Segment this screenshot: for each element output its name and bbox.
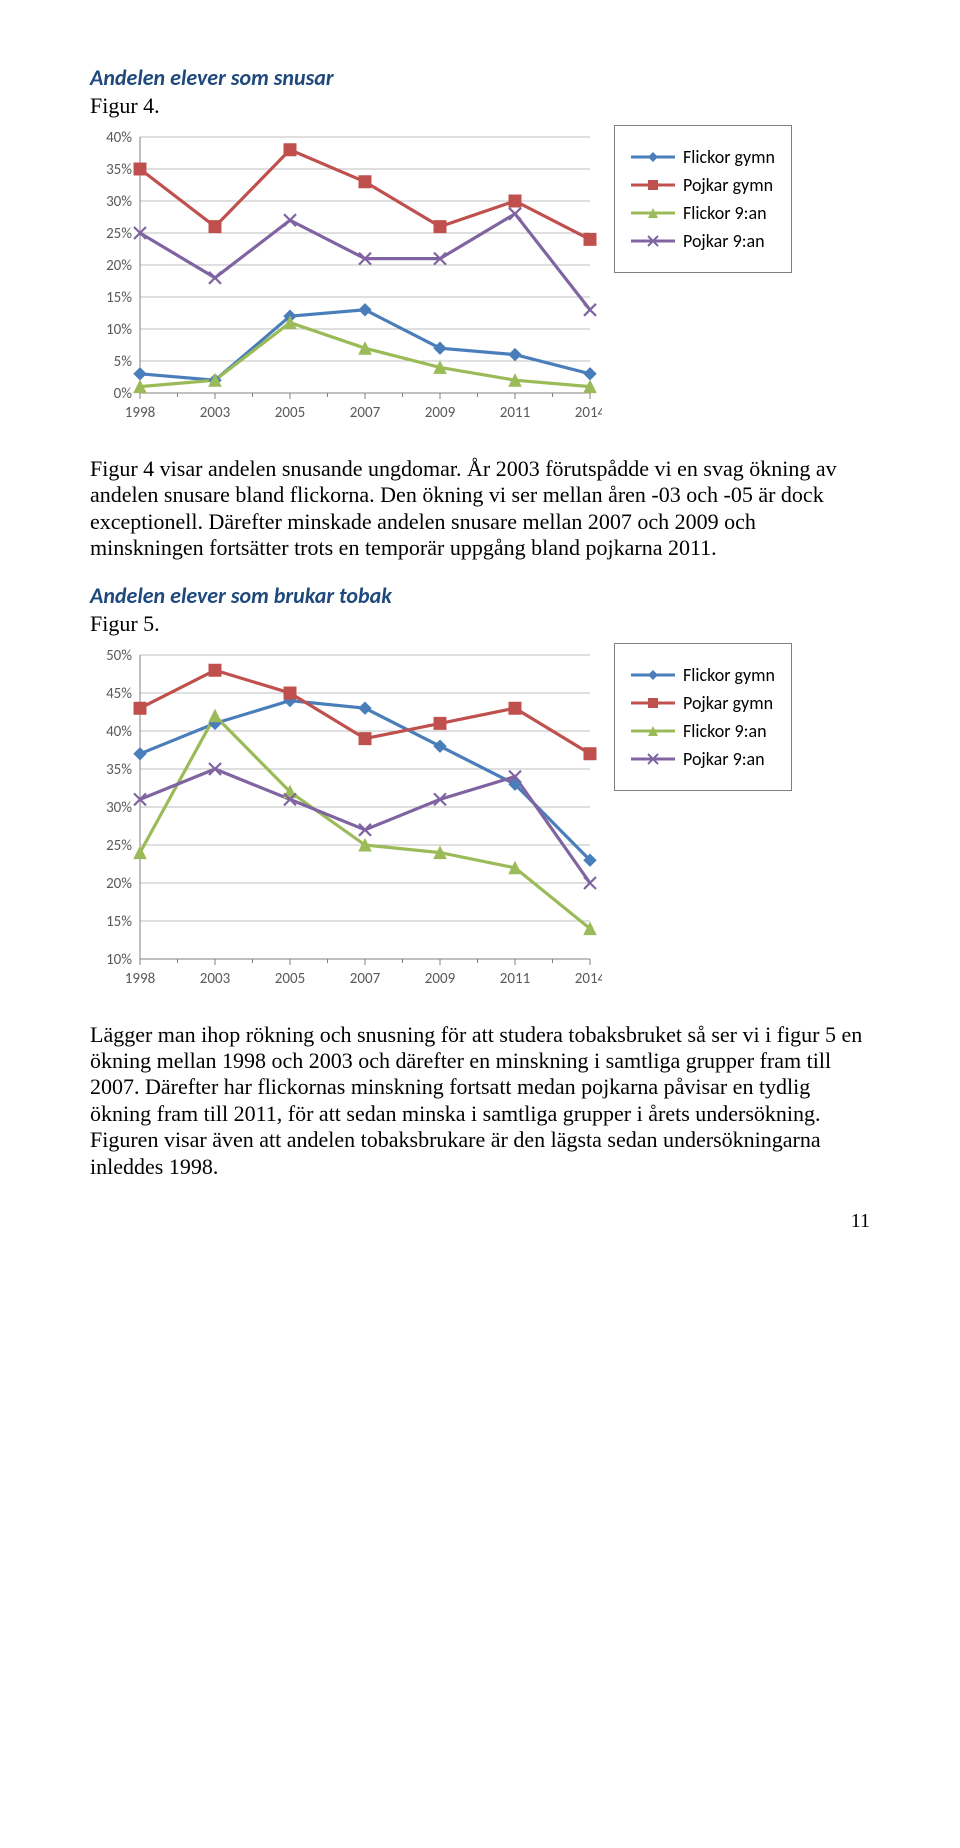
section1-title: Andelen elever som snusar xyxy=(90,64,870,91)
legend-label: Flickor gymn xyxy=(683,146,775,168)
svg-text:15%: 15% xyxy=(106,913,132,931)
svg-text:35%: 35% xyxy=(106,761,132,779)
svg-text:5%: 5% xyxy=(114,353,133,371)
legend-label: Pojkar gymn xyxy=(683,692,773,714)
svg-text:2014: 2014 xyxy=(575,404,602,422)
legend-item: Flickor 9:an xyxy=(631,202,775,224)
svg-text:35%: 35% xyxy=(106,161,132,179)
chart2-svg: 10% 15% 20% 25% 30% 35% 40% 45% 50% 1998 2003 2005 2… xyxy=(90,643,602,1008)
svg-text:25%: 25% xyxy=(106,837,132,855)
section2-subtitle: Figur 5. xyxy=(90,611,870,637)
legend-swatch xyxy=(631,204,675,222)
legend-label: Flickor 9:an xyxy=(683,202,767,224)
svg-text:40%: 40% xyxy=(106,129,132,147)
svg-text:2011: 2011 xyxy=(500,970,530,988)
legend-swatch xyxy=(631,666,675,684)
svg-text:50%: 50% xyxy=(106,647,132,665)
svg-text:2009: 2009 xyxy=(425,970,456,988)
paragraph-1: Figur 4 visar andelen snusande ungdomar.… xyxy=(90,456,870,562)
legend-item: Pojkar gymn xyxy=(631,174,775,196)
legend-swatch xyxy=(631,176,675,194)
legend-label: Pojkar 9:an xyxy=(683,230,765,252)
svg-text:20%: 20% xyxy=(106,257,132,275)
chart2-legend: Flickor gymn Pojkar gymn Flickor 9:an Pojka… xyxy=(614,643,792,791)
svg-text:25%: 25% xyxy=(106,225,132,243)
legend-swatch xyxy=(631,750,675,768)
legend-item: Flickor 9:an xyxy=(631,720,775,742)
svg-text:40%: 40% xyxy=(106,723,132,741)
legend-label: Flickor 9:an xyxy=(683,720,767,742)
svg-text:45%: 45% xyxy=(106,685,132,703)
svg-text:0%: 0% xyxy=(114,385,133,403)
page-number: 11 xyxy=(90,1210,870,1233)
svg-text:15%: 15% xyxy=(106,289,132,307)
svg-text:2014: 2014 xyxy=(575,970,602,988)
legend-swatch xyxy=(631,148,675,166)
svg-text:2009: 2009 xyxy=(425,404,456,422)
chart1-wrap: 0% 5% 10% 15% 20% 25% 30% 35% 40% 1998 2003 2005 200… xyxy=(90,125,870,442)
chart2-wrap: 10% 15% 20% 25% 30% 35% 40% 45% 50% 1998 2003 2005 2… xyxy=(90,643,870,1008)
svg-text:20%: 20% xyxy=(106,875,132,893)
svg-text:2005: 2005 xyxy=(275,404,305,422)
legend-swatch xyxy=(631,722,675,740)
chart1-svg: 0% 5% 10% 15% 20% 25% 30% 35% 40% 1998 2003 2005 200… xyxy=(90,125,602,442)
svg-text:2003: 2003 xyxy=(200,970,231,988)
section2-title: Andelen elever som brukar tobak xyxy=(90,582,870,609)
legend-label: Pojkar 9:an xyxy=(683,748,765,770)
svg-text:2005: 2005 xyxy=(275,970,305,988)
legend-item: Flickor gymn xyxy=(631,146,775,168)
svg-text:1998: 1998 xyxy=(125,404,155,422)
svg-text:2011: 2011 xyxy=(500,404,530,422)
section1-subtitle: Figur 4. xyxy=(90,93,870,119)
svg-text:2007: 2007 xyxy=(350,970,381,988)
legend-label: Flickor gymn xyxy=(683,664,775,686)
legend-label: Pojkar gymn xyxy=(683,174,773,196)
legend-item: Pojkar 9:an xyxy=(631,230,775,252)
legend-swatch xyxy=(631,232,675,250)
legend-item: Pojkar gymn xyxy=(631,692,775,714)
svg-text:30%: 30% xyxy=(106,799,132,817)
svg-text:10%: 10% xyxy=(106,951,132,969)
svg-text:2007: 2007 xyxy=(350,404,381,422)
svg-text:1998: 1998 xyxy=(125,970,155,988)
legend-item: Pojkar 9:an xyxy=(631,748,775,770)
legend-item: Flickor gymn xyxy=(631,664,775,686)
svg-text:10%: 10% xyxy=(106,321,132,339)
paragraph-2: Lägger man ihop rökning och snusning för… xyxy=(90,1022,870,1180)
svg-text:2003: 2003 xyxy=(200,404,231,422)
svg-text:30%: 30% xyxy=(106,193,132,211)
chart1-legend: Flickor gymn Pojkar gymn Flickor 9:an Pojka… xyxy=(614,125,792,273)
legend-swatch xyxy=(631,694,675,712)
